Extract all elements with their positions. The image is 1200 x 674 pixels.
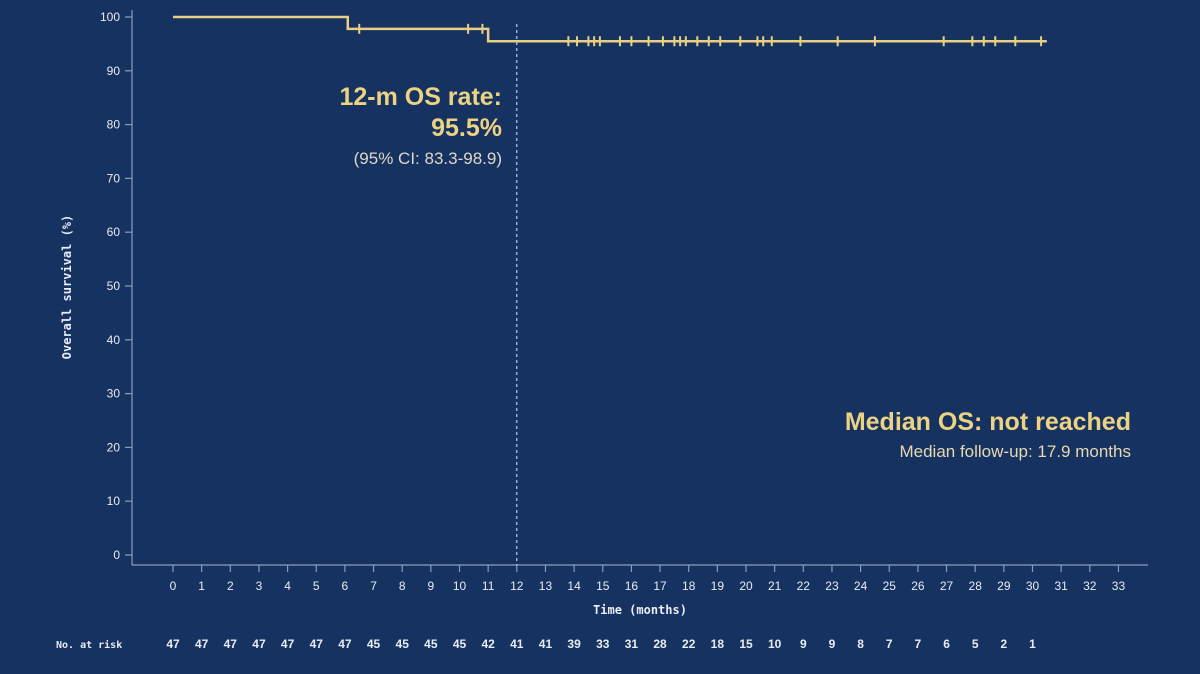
at-risk-value: 18	[711, 637, 725, 651]
at-risk-value: 47	[310, 637, 324, 651]
at-risk-value: 42	[481, 637, 495, 651]
x-tick-label: 24	[854, 579, 868, 593]
at-risk-value: 5	[972, 637, 979, 651]
x-tick-label: 18	[682, 579, 696, 593]
y-tick-label: 80	[107, 118, 121, 132]
x-tick-label: 14	[567, 579, 581, 593]
x-tick-label: 4	[284, 579, 291, 593]
x-tick-label: 25	[883, 579, 897, 593]
x-tick-label: 2	[227, 579, 234, 593]
at-risk-value: 10	[768, 637, 782, 651]
at-risk-value: 7	[915, 637, 922, 651]
os-rate-value: 95.5%	[431, 114, 502, 142]
median-followup-text: Median follow-up: 17.9 months	[899, 442, 1131, 461]
survival-curve	[173, 15, 1047, 43]
x-tick-label: 0	[170, 579, 177, 593]
x-tick-label: 8	[399, 579, 406, 593]
at-risk-value: 9	[800, 637, 807, 651]
at-risk-value: 15	[739, 637, 753, 651]
at-risk-row: 47 47 47 47 47 47 47 45 45 45 45 42 41 41 39 33 31 28 22 18…	[166, 637, 1036, 651]
x-tick-label: 7	[370, 579, 377, 593]
x-tick-label: 15	[596, 579, 610, 593]
y-tick-label: 30	[107, 387, 121, 401]
y-tick-label: 0	[113, 548, 120, 562]
x-tick-label: 30	[1026, 579, 1040, 593]
median-annotation: Median OS: not reached Median follow-up:…	[845, 408, 1131, 461]
at-risk-value: 45	[453, 637, 467, 651]
x-tick-label: 3	[256, 579, 263, 593]
at-risk-value: 45	[424, 637, 438, 651]
y-tick-label: 100	[100, 10, 120, 24]
at-risk-value: 8	[857, 637, 864, 651]
x-tick-label: 33	[1112, 579, 1126, 593]
at-risk-value: 41	[539, 637, 553, 651]
y-tick-label: 60	[107, 225, 121, 239]
censor-marks	[358, 23, 1043, 47]
at-risk-value: 6	[943, 637, 950, 651]
at-risk-value: 47	[281, 637, 295, 651]
x-tick-label: 9	[428, 579, 435, 593]
os-rate-ci: (95% CI: 83.3-98.9)	[354, 149, 502, 168]
x-tick-label: 21	[768, 579, 782, 593]
x-tick-label: 28	[969, 579, 983, 593]
y-tick-label: 40	[107, 333, 121, 347]
x-tick-label: 13	[539, 579, 553, 593]
x-tick-label: 22	[797, 579, 811, 593]
y-tick-label: 50	[107, 279, 121, 293]
at-risk-value: 41	[510, 637, 524, 651]
at-risk-value: 47	[224, 637, 238, 651]
at-risk-value: 22	[682, 637, 696, 651]
x-tick-label: 26	[911, 579, 925, 593]
at-risk-value: 7	[886, 637, 893, 651]
at-risk-value: 1	[1029, 637, 1036, 651]
x-tick-label: 17	[653, 579, 667, 593]
axes	[131, 10, 1148, 566]
at-risk-value: 33	[596, 637, 610, 651]
at-risk-value: 9	[829, 637, 836, 651]
y-tick-label: 70	[107, 171, 121, 185]
at-risk-value: 47	[166, 637, 180, 651]
median-os-text: Median OS: not reached	[845, 408, 1131, 436]
at-risk-value: 47	[195, 637, 209, 651]
y-axis-title: Overall survival (%)	[60, 215, 74, 360]
at-risk-value: 45	[396, 637, 410, 651]
x-ticks: 0 1 2 3 4 5 6 7 8 9 10 11 12 13 14 15 16 17 18 19 20 21 22 23 24…	[170, 565, 1126, 593]
x-tick-label: 20	[739, 579, 753, 593]
x-tick-label: 16	[625, 579, 639, 593]
at-risk-label: No. at risk	[56, 639, 122, 651]
y-tick-label: 20	[107, 440, 121, 454]
x-tick-label: 11	[482, 579, 495, 593]
at-risk-value: 39	[567, 637, 581, 651]
x-tick-label: 32	[1083, 579, 1097, 593]
at-risk-value: 47	[252, 637, 266, 651]
os-rate-annotation: 12-m OS rate: 95.5% (95% CI: 83.3-98.9)	[339, 83, 502, 168]
at-risk-value: 47	[338, 637, 352, 651]
x-tick-label: 1	[198, 579, 205, 593]
x-tick-label: 27	[940, 579, 954, 593]
x-tick-label: 31	[1054, 579, 1068, 593]
y-ticks: 0 10 20 30 40 50 60 70 80 90 100	[100, 10, 132, 562]
at-risk-value: 45	[367, 637, 381, 651]
x-tick-label: 6	[342, 579, 349, 593]
at-risk-value: 2	[1001, 637, 1008, 651]
x-tick-label: 10	[453, 579, 467, 593]
at-risk-value: 31	[625, 637, 639, 651]
x-tick-label: 5	[313, 579, 320, 593]
y-tick-label: 10	[107, 494, 121, 508]
x-tick-label: 19	[711, 579, 725, 593]
os-rate-title: 12-m OS rate:	[339, 83, 502, 111]
at-risk-value: 28	[653, 637, 667, 651]
x-axis-title: Time (months)	[593, 603, 687, 617]
x-tick-label: 23	[825, 579, 839, 593]
x-tick-label: 29	[997, 579, 1011, 593]
x-tick-label: 12	[510, 579, 524, 593]
y-tick-label: 90	[107, 64, 121, 78]
